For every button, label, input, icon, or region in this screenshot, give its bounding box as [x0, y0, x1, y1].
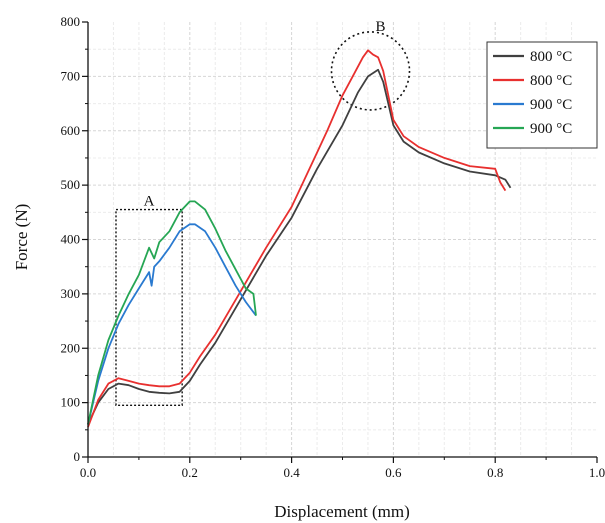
legend: 800 °C 800 °C 900 °C 900 °C — [486, 41, 598, 149]
annotation-label-a: A — [144, 194, 155, 210]
x-tick-label: 0.4 — [283, 465, 300, 480]
annotations: AB — [115, 19, 411, 407]
y-tick-label: 500 — [61, 177, 81, 192]
y-tick-label: 800 — [61, 14, 81, 29]
annotation-box-a — [115, 208, 183, 407]
x-tick-label: 1.0 — [589, 465, 605, 480]
y-tick-label: 0 — [74, 449, 81, 464]
legend-box — [486, 41, 598, 149]
y-tick-label: 400 — [61, 232, 81, 247]
series-line-2 — [87, 49, 507, 428]
legend-label-4: 900 °C — [530, 121, 572, 137]
series-lines — [87, 49, 512, 428]
annotation-label-b: B — [375, 19, 385, 35]
x-tick-label: 0.6 — [385, 465, 402, 480]
annotation-circle-b — [330, 31, 411, 111]
legend-label-1: 800 °C — [530, 49, 572, 65]
legend-label-2: 800 °C — [530, 73, 572, 89]
y-axis-title: Force (N) — [12, 204, 31, 271]
y-tick-label: 600 — [61, 123, 81, 138]
x-tick-label: 0.8 — [487, 465, 503, 480]
legend-label-3: 900 °C — [530, 97, 572, 113]
series-line-3 — [87, 223, 257, 425]
y-tick-label: 200 — [61, 340, 81, 355]
x-tick-label: 0.2 — [182, 465, 198, 480]
axes — [82, 21, 598, 463]
y-tick-label: 100 — [61, 395, 81, 410]
series-line-4 — [87, 200, 257, 425]
x-axis-title: Displacement (mm) — [274, 502, 410, 521]
y-tick-label: 700 — [61, 68, 81, 83]
x-tick-label: 0.0 — [80, 465, 96, 480]
y-tick-label: 300 — [61, 286, 81, 301]
tick-labels: 0 100 200 300 400 500 600 700 800 0.0 0.2 0.4 0.6 0.8… — [61, 14, 605, 480]
grid — [88, 22, 597, 457]
series-line-1 — [87, 68, 512, 425]
